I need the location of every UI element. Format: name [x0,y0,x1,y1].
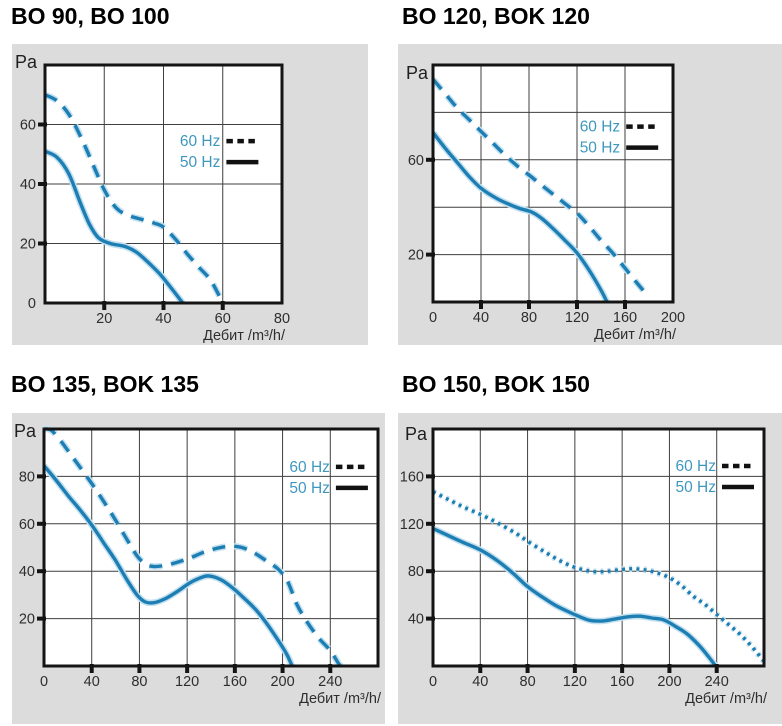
y-axis-unit-label: Pa [14,421,37,441]
y-axis-tick-label: 40 [20,177,36,193]
x-axis-tick-label: 240 [318,674,342,690]
chart-title: BO 150, BOK 150 [402,371,590,397]
plot-background [44,429,378,666]
chart-title: BO 90, BO 100 [11,3,170,29]
legend-label-50hz: 50 Hz [180,154,221,171]
x-axis-tick-label: 120 [563,674,587,690]
legend-label-50hz: 50 Hz [289,480,330,497]
x-axis-tick-label: 40 [472,674,488,690]
legend-label-60hz: 60 Hz [676,458,717,475]
curve-60hz [44,93,225,304]
x-axis-tick-label: 120 [565,310,589,326]
x-axis-tick-label: 0 [40,674,48,690]
y-axis-tick-label: 20 [408,248,424,264]
legend-label-60hz: 60 Hz [289,459,330,476]
chart-section-bo90: BO 90, BO 100 Pa 20 40 60 80 0 20 40 60 Дебит /m… [0,0,391,363]
x-axis-tick-label: 60 [215,311,231,327]
x-axis-label: Дебит /m³/h/ [594,327,677,343]
x-axis-label: Дебит /m³/h/ [299,691,382,707]
legend-label-50hz: 50 Hz [676,479,717,496]
chart-section-bo135: BO 135, BOK 135 Pa 0 40 80 120 160 200 240 20 40… [0,363,391,726]
curve-60hz [43,427,343,668]
x-axis-tick-label: 40 [84,674,100,690]
y-axis-tick-label: 80 [408,564,424,580]
x-axis-tick-label: 80 [131,674,147,690]
x-axis-tick-label: 0 [429,310,437,326]
y-axis-tick-label: 80 [19,469,35,485]
performance-curve-plot: 0 40 80 120 160 200 240 20 40 60 80 Дебит /m³/h/60 … [19,425,382,707]
curve-60hz [432,490,766,663]
chart-title: BO 120, BOK 120 [402,3,590,29]
y-axis-tick-label: 120 [400,517,424,533]
x-axis-tick-label: 40 [155,311,171,327]
plot-border [431,63,675,304]
plot-background [433,65,673,302]
performance-curve-plot: 0 40 80 120 160 200 240 40 80 120 160 Дебит /m³/h/6… [400,427,768,707]
x-axis-tick-label: 160 [223,674,247,690]
x-axis-tick-label: 80 [520,674,536,690]
plot-background [433,429,764,666]
performance-curve-plot: 0 40 80 120 160 200 20 60 Дебит /m³/h/60 Hz 50 Hz [408,63,685,343]
legend-label-60hz: 60 Hz [580,119,621,136]
x-axis-tick-label: 160 [613,310,637,326]
curve-50hz [431,131,609,303]
x-axis-tick-label: 80 [274,311,290,327]
y-axis-tick-label: 40 [19,564,35,580]
x-axis-tick-label: 200 [661,310,685,326]
x-axis-tick-label: 240 [705,674,729,690]
curve-50hz [432,526,717,667]
chart-panel: Pa 0 40 80 120 160 200 20 60 Дебит /m³/h/60 Hz 50… [398,44,782,345]
chart-panel: Pa 0 40 80 120 160 200 240 20 40 60 80 Дебит /m³/h/… [12,413,385,724]
curve-50hz [42,464,294,667]
y-axis-tick-label: 0 [28,296,36,312]
y-axis-tick-label: 20 [20,237,36,253]
x-axis-tick-label: 80 [521,310,537,326]
x-axis-tick-label: 160 [610,674,634,690]
x-axis-label: Дебит /m³/h/ [203,328,286,344]
y-axis-tick-label: 60 [408,153,424,169]
x-axis-tick-label: 0 [429,674,437,690]
y-axis-unit-label: Pa [15,52,38,72]
x-axis-tick-label: 20 [96,311,112,327]
y-axis-tick-label: 60 [19,517,35,533]
x-axis-tick-label: 40 [473,310,489,326]
y-axis-tick-label: 160 [400,469,424,485]
y-axis-tick-label: 20 [19,612,35,628]
chart-section-bo120: BO 120, BOK 120 Pa 0 40 80 120 160 200 20 60 Деб… [391,0,782,363]
chart-title: BO 135, BOK 135 [11,371,199,397]
x-axis-tick-label: 200 [657,674,681,690]
x-axis-label: Дебит /m³/h/ [685,691,768,707]
chart-section-bo150: BO 150, BOK 150 Pa 0 40 80 120 160 200 240 40 80… [391,363,782,726]
y-axis-tick-label: 40 [408,612,424,628]
x-axis-tick-label: 120 [175,674,199,690]
legend-label-50hz: 50 Hz [580,140,621,157]
curve-50hz [44,149,185,305]
plot-border [431,427,766,668]
plot-border [42,427,380,668]
chart-panel: Pa 0 40 80 120 160 200 240 40 80 120 160 Дебит /m³/… [398,413,782,724]
curve-60hz [431,78,651,299]
x-axis-tick-label: 200 [270,674,294,690]
y-axis-unit-label: Pa [405,424,428,444]
y-axis-unit-label: Pa [406,63,429,83]
chart-panel: Pa 20 40 60 80 0 20 40 60 Дебит /m³/h/60 Hz 50 Hz [12,44,368,345]
legend-label-60hz: 60 Hz [180,133,221,150]
y-axis-tick-label: 60 [20,118,36,134]
